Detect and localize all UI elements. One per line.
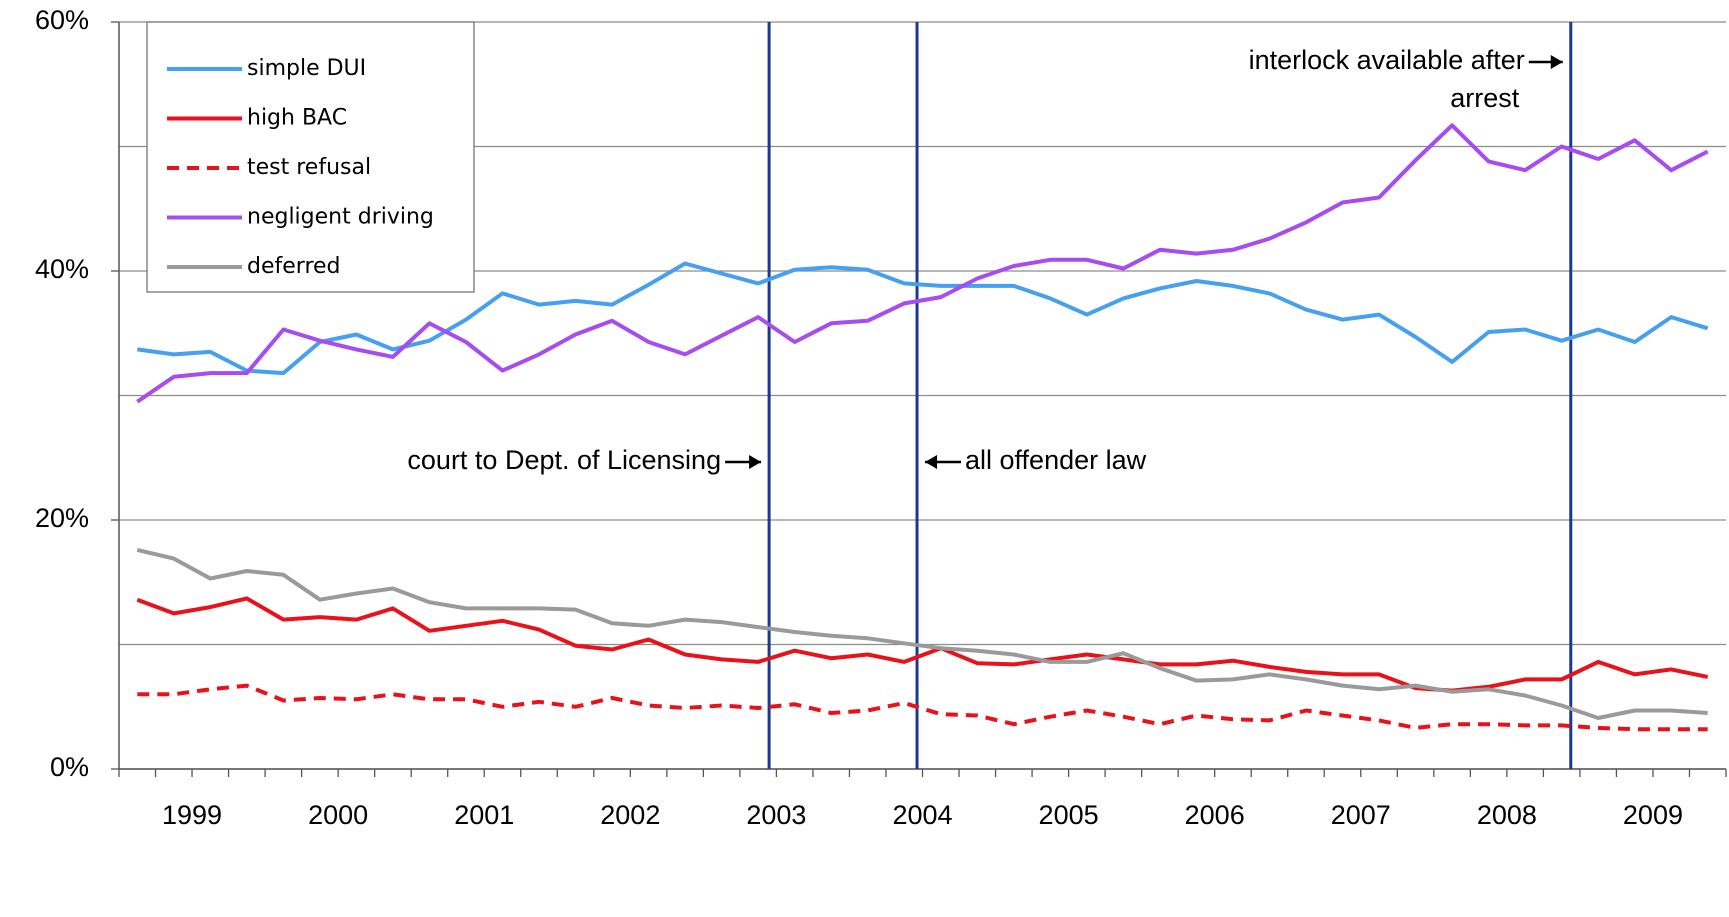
x-tick-label: 2008 bbox=[1477, 800, 1537, 830]
x-tick-label: 2000 bbox=[308, 800, 368, 830]
x-tick-label: 2002 bbox=[600, 800, 660, 830]
x-tick-label: 2006 bbox=[1185, 800, 1245, 830]
x-tick-label: 2007 bbox=[1331, 800, 1391, 830]
arrow-head bbox=[925, 455, 938, 469]
legend-label: simple DUI bbox=[247, 56, 366, 81]
legend-label: deferred bbox=[247, 254, 341, 279]
legend-label: high BAC bbox=[247, 106, 347, 131]
y-tick-label: 60% bbox=[35, 5, 89, 35]
legend-label: test refusal bbox=[247, 155, 371, 180]
series-line bbox=[136, 123, 1709, 404]
y-tick-label: 40% bbox=[35, 254, 89, 284]
legend-label: negligent driving bbox=[247, 205, 434, 230]
series-line bbox=[137, 261, 1709, 376]
series-line bbox=[137, 683, 1708, 732]
annotation: court to Dept. of Licensing bbox=[407, 445, 721, 475]
arrow-head bbox=[1550, 55, 1563, 69]
x-tick-label: 2004 bbox=[892, 800, 952, 830]
x-tick-label: 2003 bbox=[746, 800, 806, 830]
annotation: all offender law bbox=[965, 445, 1147, 475]
x-tick-label: 2005 bbox=[1039, 800, 1099, 830]
annotation: interlock available after bbox=[1249, 45, 1525, 75]
x-tick-label: 2009 bbox=[1623, 800, 1683, 830]
y-tick-label: 20% bbox=[35, 503, 89, 533]
series-line bbox=[136, 547, 1708, 720]
x-tick-label: 1999 bbox=[162, 800, 222, 830]
y-tick-label: 0% bbox=[50, 752, 89, 782]
legend: simple DUI high BAC test refusal negligent … bbox=[146, 21, 475, 293]
arrow-head bbox=[749, 455, 762, 469]
annotation: arrest bbox=[1450, 83, 1520, 113]
x-tick-label: 2001 bbox=[454, 800, 514, 830]
